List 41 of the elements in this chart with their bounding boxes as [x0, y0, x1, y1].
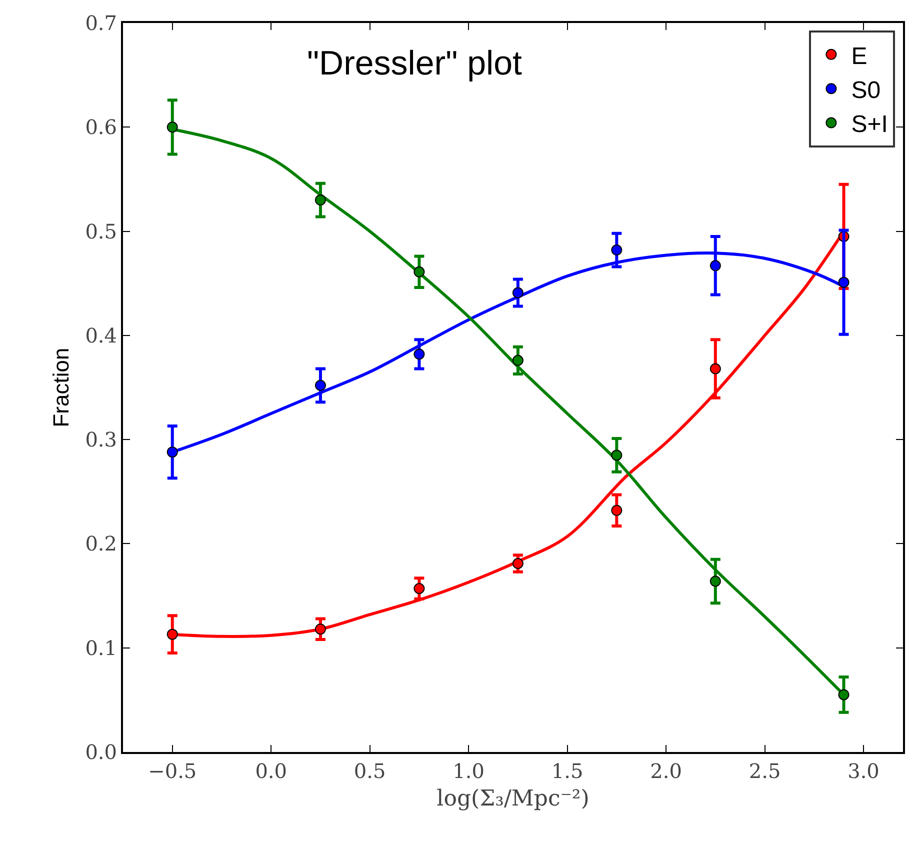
point — [314, 624, 326, 635]
point — [166, 446, 178, 458]
y-tick-label: 0.0 — [85, 740, 117, 764]
point — [414, 348, 425, 360]
legend-label: E — [851, 42, 868, 70]
y-tick-label: 0.4 — [85, 323, 117, 348]
x-tick-label: 1.5 — [551, 759, 584, 783]
point — [166, 122, 178, 133]
y-tick-label: 0.6 — [85, 115, 117, 140]
point — [166, 628, 178, 640]
point — [838, 276, 850, 288]
y-tick-label: 0.1 — [85, 636, 117, 660]
x-tick-label: 0.5 — [354, 759, 386, 783]
x-tick-label: 2.5 — [748, 759, 781, 783]
y-tick-label: 0.7 — [85, 11, 117, 35]
x-tick-label: 3.0 — [848, 759, 880, 783]
x-tick-label: 2.0 — [650, 759, 682, 783]
legend-label: S0 — [851, 76, 881, 104]
y-axis-title: Fraction — [48, 348, 74, 428]
point — [314, 380, 326, 391]
y-tick-label: 0.5 — [85, 219, 117, 244]
point — [710, 576, 721, 587]
point — [414, 266, 425, 278]
point — [611, 450, 622, 461]
legend-label: S+I — [851, 111, 888, 138]
point — [710, 260, 721, 272]
x-axis-title: log(Σ₃/Mpc⁻²) — [436, 786, 590, 812]
point — [838, 689, 850, 700]
y-tick-label: 0.3 — [85, 428, 117, 452]
point — [512, 287, 524, 298]
point — [512, 354, 524, 366]
point — [611, 504, 622, 516]
x-tick-label: 1.0 — [452, 759, 484, 783]
text: "Dressler" plot — [306, 44, 522, 82]
point — [414, 583, 425, 594]
point — [314, 194, 326, 206]
point — [611, 244, 622, 256]
y-tick-label: 0.2 — [85, 532, 117, 556]
point — [710, 363, 721, 374]
x-tick-label: 0.0 — [255, 759, 288, 783]
x-tick-label: −0.5 — [148, 759, 197, 783]
